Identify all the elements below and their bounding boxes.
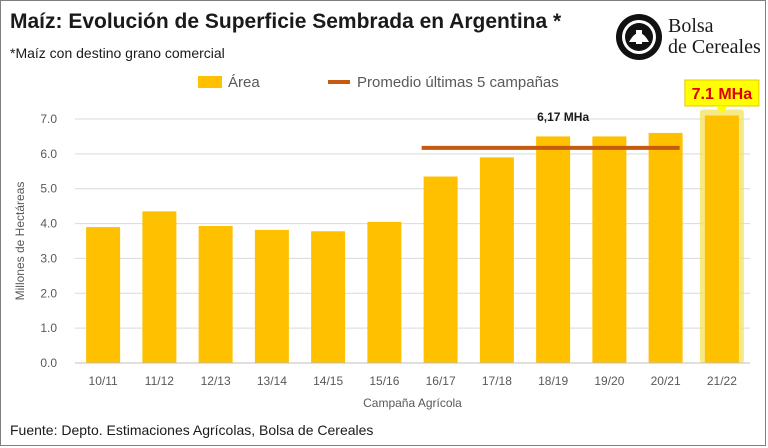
y-tick-label: 6.0 bbox=[40, 147, 57, 161]
average-line-label: 6,17 MHa bbox=[537, 110, 589, 124]
y-tick-label: 7.0 bbox=[40, 112, 57, 126]
x-tick-label: 14/15 bbox=[313, 374, 343, 388]
x-tick-label: 10/11 bbox=[89, 374, 118, 388]
y-tick-label: 5.0 bbox=[40, 182, 57, 196]
seal-icon bbox=[616, 14, 662, 60]
bar-15/16 bbox=[367, 221, 402, 363]
bar-16/17 bbox=[423, 176, 458, 363]
x-tick-label: 17/18 bbox=[482, 374, 512, 388]
callout-label: 7.1 MHa bbox=[692, 86, 753, 103]
y-tick-label: 4.0 bbox=[40, 217, 57, 231]
bar-13/14 bbox=[254, 229, 289, 363]
y-tick-label: 3.0 bbox=[40, 251, 57, 265]
x-tick-label: 21/22 bbox=[707, 374, 737, 388]
bar-12/13 bbox=[198, 226, 233, 363]
bar-19/20 bbox=[592, 136, 627, 363]
bolsa-de-cereales-logo: Bolsa de Cereales bbox=[614, 12, 762, 64]
bar-14/15 bbox=[311, 231, 346, 363]
legend-swatch-area bbox=[198, 76, 222, 88]
chart-subtitle: *Maíz con destino grano comercial bbox=[10, 45, 225, 61]
legend-label-area: Área bbox=[228, 74, 260, 91]
source-note: Fuente: Depto. Estimaciones Agrícolas, B… bbox=[10, 422, 374, 438]
bar-17/18 bbox=[479, 157, 514, 363]
x-tick-label: 20/21 bbox=[651, 374, 681, 388]
logo-line-2: de Cereales bbox=[668, 36, 761, 58]
legend-label-average: Promedio últimas 5 campañas bbox=[357, 74, 559, 91]
x-tick-label: 18/19 bbox=[538, 374, 568, 388]
x-tick-label: 15/16 bbox=[369, 374, 399, 388]
x-tick-label: 19/20 bbox=[594, 374, 624, 388]
x-tick-label: 11/12 bbox=[145, 374, 174, 388]
bar-20/21 bbox=[648, 132, 683, 363]
logo-wordmark: Bolsa de Cereales bbox=[668, 16, 761, 58]
x-tick-label: 16/17 bbox=[426, 374, 456, 388]
callout-pointer bbox=[715, 106, 728, 114]
x-tick-label: 12/13 bbox=[201, 374, 231, 388]
bar-11/12 bbox=[142, 211, 177, 363]
y-tick-label: 0.0 bbox=[40, 356, 57, 370]
y-tick-label: 1.0 bbox=[40, 321, 57, 335]
bar-18/19 bbox=[536, 136, 571, 363]
x-axis-title: Campaña Agrícola bbox=[363, 396, 462, 410]
y-tick-label: 2.0 bbox=[40, 286, 57, 300]
bar-10/11 bbox=[86, 227, 121, 363]
y-axis-title: Millones de Hectáreas bbox=[13, 182, 27, 301]
chart-title: Maíz: Evolución de Superficie Sembrada e… bbox=[10, 10, 562, 33]
callout-box bbox=[684, 79, 760, 107]
logo-line-1: Bolsa bbox=[668, 15, 714, 37]
x-tick-label: 13/14 bbox=[257, 374, 287, 388]
bar-21/22 bbox=[704, 115, 739, 363]
